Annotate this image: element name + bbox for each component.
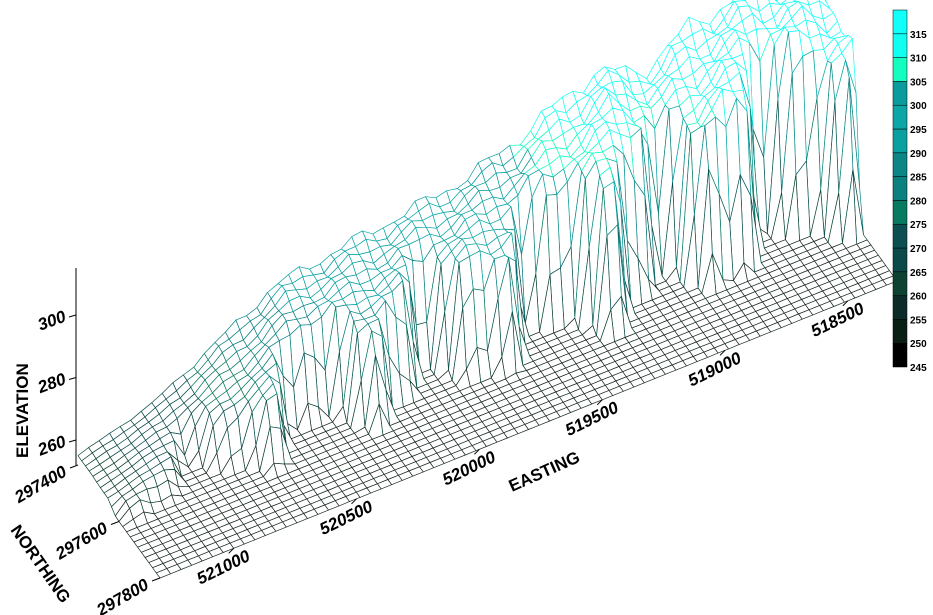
color-scale-label: 245 [910, 363, 927, 374]
color-scale-label: 260 [910, 292, 927, 303]
color-scale-label: 295 [910, 125, 927, 136]
color-scale-label: 280 [910, 196, 927, 207]
easting-tick-mark [351, 498, 357, 505]
color-scale-label: 315 [910, 30, 927, 41]
elevation-tick-mark [68, 377, 77, 380]
color-scale-label: 290 [910, 149, 927, 160]
easting-tick-mark [228, 547, 235, 554]
color-scale-swatch [892, 247, 908, 273]
northing-axis-title: NORTHING [7, 521, 75, 606]
easting-tick-mark [842, 300, 849, 307]
color-scale-label: 285 [910, 173, 927, 184]
easting-tick-mark [596, 399, 603, 406]
color-scale-swatch [892, 152, 908, 177]
color-scale-swatch [892, 319, 908, 344]
color-scale-swatch [892, 342, 908, 368]
color-scale-label: 300 [910, 101, 927, 112]
elevation-ticks: 260 280 300 [34, 307, 77, 460]
color-scale-label: 255 [910, 315, 927, 326]
easting-axis-title: EASTING [506, 448, 583, 496]
northing-tick-mark [151, 577, 161, 582]
easting-tick-mark [719, 349, 726, 356]
color-scale-swatch [892, 33, 908, 58]
easting-tick-mark [474, 448, 480, 455]
surface-cell [155, 568, 171, 579]
color-scale-swatch [892, 176, 908, 201]
color-scale-swatch [892, 223, 908, 249]
northing-tick-label: 297800 [93, 575, 153, 615]
northing-tick-mark [69, 464, 79, 469]
elevation-tick-label: 260 [34, 432, 69, 460]
color-scale-swatch [892, 81, 908, 106]
color-scale-swatch [892, 57, 908, 82]
color-scale-label: 270 [910, 244, 927, 255]
color-scale-label: 310 [910, 54, 927, 65]
northing-tick-mark [110, 521, 120, 525]
color-scale-legend: 245 250 255 260 265 270 275 280 285 290 295 300 305 3… [892, 9, 927, 374]
color-scale-swatch [892, 9, 908, 35]
elevation-tick-mark [68, 314, 77, 318]
color-scale-swatch [892, 128, 908, 154]
color-scale-swatch [892, 295, 908, 320]
color-scale-label: 265 [910, 268, 927, 279]
color-scale-label: 305 [910, 77, 927, 88]
color-scale-swatch [892, 200, 908, 225]
elevation-tick-mark [68, 439, 77, 443]
color-scale-label: 275 [910, 220, 927, 231]
elevation-tick-label: 300 [35, 307, 69, 335]
northing-tick-label: 297600 [52, 518, 112, 564]
surface-wireframe [77, 0, 898, 579]
northing-tick-label: 297400 [11, 462, 71, 508]
elevation-tick-label: 280 [34, 369, 69, 397]
color-scale-label: 250 [910, 339, 927, 350]
elevation-axis-title: ELEVATION [13, 363, 32, 458]
color-scale-swatch [892, 104, 908, 130]
color-scale-swatch [892, 271, 908, 296]
